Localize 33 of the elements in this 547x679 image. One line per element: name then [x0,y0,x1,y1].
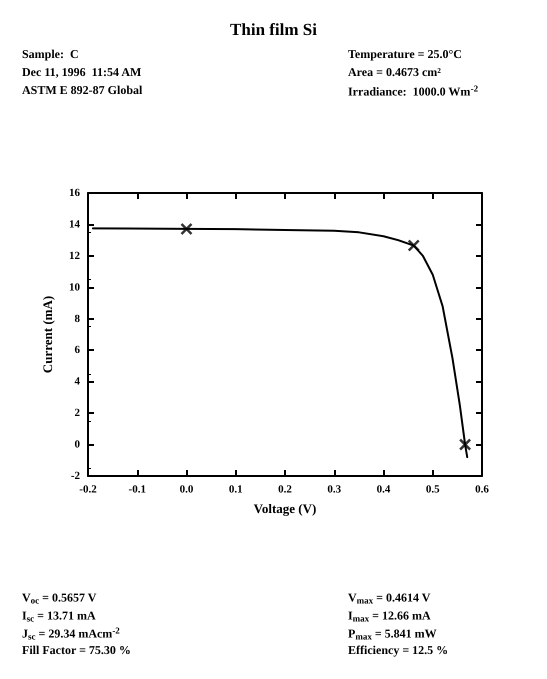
text: Efficiency = 12.5 % [348,643,448,657]
x-tick-label: 0.1 [228,484,243,496]
x-tick-label: 0.2 [278,484,292,496]
point [458,438,472,451]
x-tick-label: 0.3 [327,484,342,496]
chart-title: Thin film Si [230,20,318,39]
y-tick-label: 6 [74,344,80,356]
x-tick-label: 0.0 [180,484,194,496]
y-tick-label: 14 [69,218,80,230]
x-axis-title: Voltage (V) [254,501,316,516]
line-series [92,227,468,458]
text: Temperature = 25.0°C [348,47,462,61]
text: Area = 0.4673 cm² [348,65,442,79]
y-tick-label: 12 [69,250,80,262]
point [180,222,193,236]
text: ASTM E 892-87 Global [22,83,144,97]
point [407,239,420,252]
text: Dec 11, 1996 11:54 AM [22,65,142,79]
x-tick-label: 0.6 [475,484,490,496]
text: Fill Factor = 75.30 % [22,643,131,657]
x-tick-label: -0.2 [79,484,98,496]
y-tick-label: 4 [74,376,80,388]
y-tick-label: 16 [69,187,80,199]
y-tick-label: 10 [69,281,80,294]
x-tick-label: 0.4 [376,484,391,496]
y-tick-label: -2 [70,470,80,482]
y-tick-label: 0 [74,438,80,451]
y-axis-title: Current (mA) [40,296,55,374]
y-tick-label: 2 [74,407,80,420]
x-tick-label: 0.5 [426,484,440,496]
y-tick-label: 8 [74,312,80,325]
text: Sample: C [22,47,79,61]
x-tick-label: -0.1 [128,484,146,496]
